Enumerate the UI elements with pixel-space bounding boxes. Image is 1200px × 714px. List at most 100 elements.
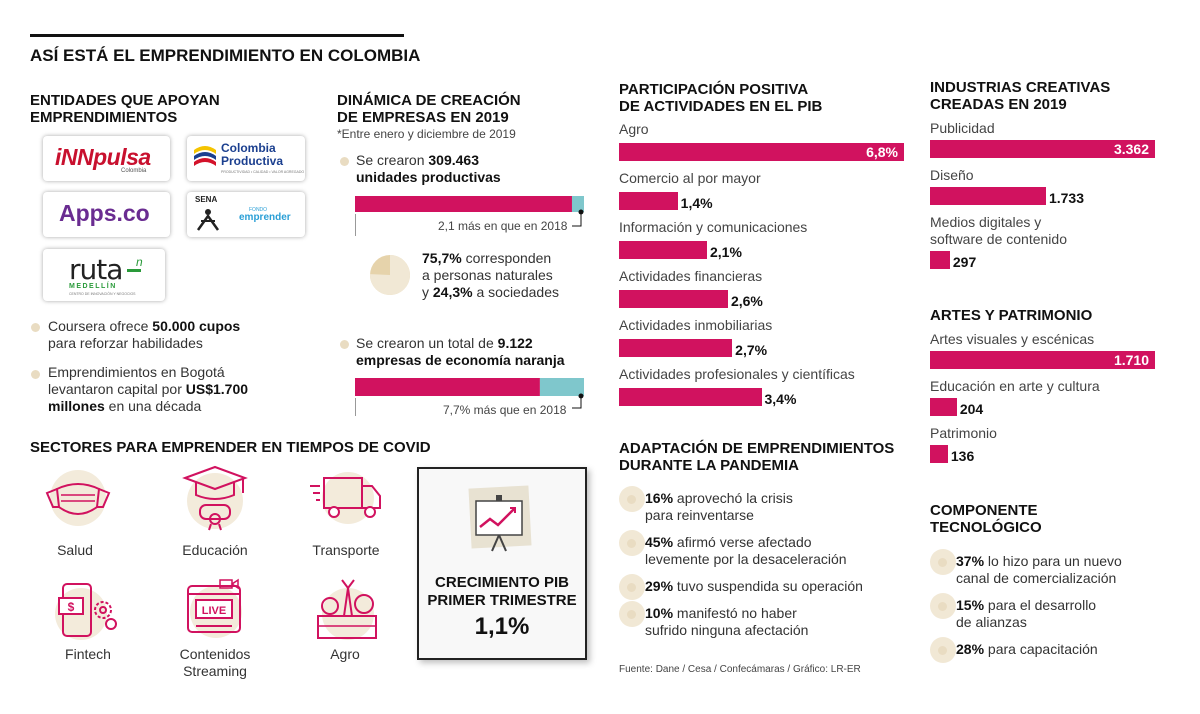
- bar-category-label: Medios digitales y: [930, 214, 1042, 230]
- bullet-dot: [340, 157, 349, 166]
- sector-label-salud: Salud: [57, 542, 93, 558]
- list-item-line2: de alianzas: [956, 614, 1027, 630]
- bar-value-label: 1.710: [1113, 352, 1149, 368]
- sectors-heading: SECTORES PARA EMPRENDER EN TIEMPOS DE CO…: [30, 439, 431, 456]
- bar-value-label: 2,7%: [735, 342, 768, 358]
- ruta-n-logo: ruta n MEDELLÍN CENTRO DE INNOVACIÓN Y N…: [43, 249, 165, 301]
- sector-label-educacion: Educación: [182, 542, 248, 558]
- growth-bar-2-leader: [572, 398, 582, 409]
- bullet-dot: [627, 539, 636, 548]
- bar-category-label: Información y comunicaciones: [619, 219, 808, 235]
- sena-label: SENA: [195, 195, 218, 204]
- list-item-text: aprovechó la crisis: [673, 490, 793, 506]
- dynamics-item1: Se crearon 309.463 unidades productivas: [356, 152, 501, 185]
- fondo-label: FONDO: [249, 207, 268, 213]
- growth-bar-1-base: [355, 196, 572, 212]
- growth-bar-2: [355, 378, 584, 416]
- list-item-text: tuvo suspendida su operación: [673, 578, 863, 594]
- bar: [930, 251, 950, 269]
- bar: [619, 290, 728, 308]
- bar: [930, 351, 1155, 369]
- svg-text:$: $: [68, 600, 75, 614]
- pib-box: CRECIMIENTO PIB PRIMER TRIMESTRE 1,1%: [417, 467, 587, 660]
- bar: [619, 192, 678, 210]
- graduation-icon: [182, 465, 248, 531]
- sector-label-streaming: Contenidos Streaming: [179, 646, 251, 679]
- vegetables-icon: [317, 579, 377, 640]
- list-item-line2: canal de comercialización: [956, 570, 1117, 586]
- pie-chart: [370, 255, 410, 295]
- list-item-line1: 15% para el desarrollo: [956, 597, 1096, 614]
- pib-title: CRECIMIENTO PIB PRIMER TRIMESTRE: [427, 574, 577, 609]
- sena-fondo-emprender-logo: SENA FONDO emprender: [187, 192, 305, 237]
- bar-category-label: Comercio al por mayor: [619, 170, 761, 186]
- growth-bar-2-growth: [539, 378, 584, 396]
- bar-category-label: Diseño: [930, 167, 974, 183]
- ruta-logo-city: MEDELLÍN: [69, 283, 117, 290]
- list-item-line1: 29% tuvo suspendida su operación: [645, 578, 863, 595]
- list-item-text: para el desarrollo: [984, 597, 1097, 613]
- innpulsa-logo-sub: Colombia: [121, 168, 147, 174]
- dynamics-item2: Se crearon un total de 9.122 empresas de…: [356, 335, 565, 368]
- list-item-text: manifestó no haber: [673, 605, 797, 621]
- pie-slice-natural: [370, 255, 410, 295]
- bar-category-label: Actividades profesionales y científicas: [619, 366, 855, 382]
- growth-bar-1-note: 2,1 más en que en 2018: [438, 219, 568, 233]
- innpulsa-logo: iNNpulsa Colombia: [43, 136, 170, 181]
- bullet-dot: [627, 610, 636, 619]
- colombia-productiva-logo: Colombia Productiva PRODUCTIVIDAD • CALI…: [187, 136, 305, 181]
- bar: [930, 445, 948, 463]
- appsco-logo-text: Apps.co: [59, 200, 150, 226]
- innpulsa-logo-text: iNNpulsa: [55, 144, 151, 170]
- phone-money-icon: $: [55, 583, 117, 640]
- list-item-line1: 28% para capacitación: [956, 641, 1098, 658]
- bar-category-label: Agro: [619, 121, 649, 137]
- mask-icon: [45, 470, 111, 526]
- appsco-logo: Apps.co: [43, 192, 170, 237]
- growth-bar-2-marker: [578, 393, 584, 399]
- bullet-dot: [938, 558, 947, 567]
- page-title: ASÍ ESTÁ EL EMPRENDIMIENTO EN COLOMBIA: [30, 46, 421, 65]
- list-item-percent: 28%: [956, 641, 985, 657]
- list-item-percent: 45%: [645, 534, 674, 550]
- bar-value-label: 1.733: [1048, 190, 1085, 206]
- truck-icon: [310, 472, 381, 524]
- entities-heading: ENTIDADES QUE APOYAN EMPRENDIMIENTOS: [30, 92, 220, 126]
- list-item: 10% manifestó no haber sufrido ninguna af…: [645, 605, 808, 639]
- presentation-chart-icon: [468, 485, 532, 552]
- list-item-line1: 37% lo hizo para un nuevo: [956, 553, 1122, 570]
- bullet-dot: [31, 370, 40, 379]
- bar-category-label: software de contenido: [930, 231, 1067, 247]
- bar-value-label: 2,1%: [710, 244, 742, 260]
- list-item-percent: 29%: [645, 578, 674, 594]
- list-item-text: para capacitación: [984, 641, 1098, 657]
- bar: [619, 241, 707, 259]
- bullet-dot: [627, 495, 636, 504]
- dynamics-heading: DINÁMICA DE CREACIÓN DE EMPRESAS EN 2019: [337, 92, 521, 126]
- bar-value-label: 136: [950, 448, 975, 464]
- top-rule: [30, 34, 404, 37]
- list-item-percent: 10%: [645, 605, 674, 621]
- colombia-productiva-line2: Productiva: [221, 154, 284, 168]
- list-item-line1: 10% manifestó no haber: [645, 605, 808, 622]
- bar-category-label: Publicidad: [930, 120, 995, 136]
- bar-value-label: 297: [952, 254, 977, 270]
- bullet-dot: [627, 583, 636, 592]
- bar-category-label: Educación en arte y cultura: [930, 378, 1100, 394]
- growth-bar-1: [355, 196, 584, 236]
- growth-bar-2-base: [355, 378, 540, 396]
- bullet-dot: [31, 323, 40, 332]
- sena-icon: [196, 209, 220, 231]
- list-item-line1: 45% afirmó verse afectado: [645, 534, 847, 551]
- ruta-logo-bar: [127, 269, 141, 272]
- svg-text:LIVE: LIVE: [202, 605, 226, 617]
- ruta-logo-sub: CENTRO DE INNOVACIÓN Y NEGOCIOS: [69, 292, 136, 296]
- pib-value: 1,1%: [474, 613, 530, 640]
- list-item: 16% aprovechó la crisis para reinventarse: [645, 490, 793, 524]
- tech-heading: COMPONENTE TECNOLÓGICO: [930, 502, 1042, 536]
- source-note: Fuente: Dane / Cesa / Confecámaras / Grá…: [619, 664, 861, 675]
- list-item-percent: 37%: [956, 553, 985, 569]
- bar-category-label: Artes visuales y escénicas: [930, 331, 1095, 347]
- pib-chart-title: PARTICIPACIÓN POSITIVA DE ACTIVIDADES EN…: [619, 81, 823, 115]
- bar-value-label: 6,8%: [866, 144, 898, 160]
